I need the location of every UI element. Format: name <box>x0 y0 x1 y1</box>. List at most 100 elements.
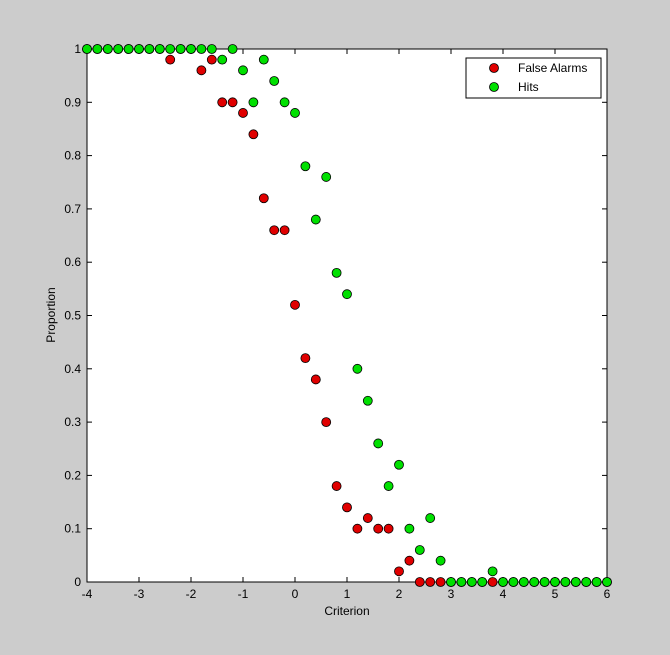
point-hits <box>550 577 560 587</box>
point-hits <box>102 44 113 54</box>
point-false-alarms <box>238 108 248 118</box>
y-tick-label: 0.5 <box>64 309 81 323</box>
point-hits <box>591 577 602 587</box>
point-hits <box>425 513 436 523</box>
point-hits <box>238 65 248 76</box>
point-false-alarms <box>206 54 217 65</box>
x-tick-label: 5 <box>552 587 559 601</box>
legend-marker-hits <box>489 82 499 92</box>
legend-label-hits: Hits <box>518 80 539 94</box>
point-hits <box>498 577 508 587</box>
point-hits <box>217 54 228 65</box>
point-hits <box>477 577 488 587</box>
y-tick-label: 0.4 <box>64 362 81 376</box>
point-hits <box>290 108 300 118</box>
point-hits <box>227 44 238 54</box>
point-false-alarms <box>425 577 436 587</box>
point-hits <box>321 172 332 182</box>
point-false-alarms <box>487 577 498 587</box>
x-tick-label: 6 <box>604 587 611 601</box>
point-hits <box>487 566 498 577</box>
point-hits <box>258 54 269 65</box>
x-tick-label: -3 <box>134 587 145 601</box>
y-tick-label: 0.3 <box>64 415 81 429</box>
data-points <box>82 44 612 587</box>
point-false-alarms <box>279 225 290 236</box>
point-false-alarms <box>227 97 238 108</box>
point-hits <box>154 44 165 54</box>
plot-area <box>86 48 608 583</box>
point-hits <box>414 545 425 555</box>
point-false-alarms <box>394 566 404 577</box>
point-hits <box>331 267 342 278</box>
point-hits <box>394 459 404 470</box>
point-hits <box>602 577 612 587</box>
point-false-alarms <box>248 129 259 140</box>
point-hits <box>82 44 92 54</box>
point-false-alarms <box>414 577 425 587</box>
point-hits <box>466 577 477 587</box>
point-hits <box>269 76 280 86</box>
legend-box <box>465 57 602 99</box>
point-hits <box>248 97 259 108</box>
point-hits <box>92 44 103 54</box>
y-tick-label: 1 <box>74 42 81 56</box>
legend-label-false-alarms: False Alarms <box>518 61 587 75</box>
point-false-alarms <box>269 225 280 236</box>
point-hits <box>456 577 467 587</box>
point-false-alarms <box>310 374 321 385</box>
point-hits <box>300 161 311 172</box>
point-false-alarms <box>321 417 332 428</box>
point-hits <box>560 577 571 587</box>
point-false-alarms <box>373 523 384 534</box>
y-axis: 0 0.1 0.2 0.3 0.4 0.5 0.6 0.7 0.8 0.9 1 <box>64 42 607 589</box>
y-tick-label: 0.9 <box>64 95 81 109</box>
legend-marker-false-alarms <box>489 63 499 73</box>
point-hits <box>186 44 196 54</box>
x-axis-title: Criterion <box>324 604 369 618</box>
x-tick-label: 1 <box>344 587 351 601</box>
point-hits <box>123 44 134 54</box>
y-tick-label: 0 <box>74 575 81 589</box>
y-tick-label: 0.1 <box>64 522 81 536</box>
point-hits <box>529 577 540 587</box>
point-false-alarms <box>404 555 415 566</box>
x-tick-label: -4 <box>82 587 93 601</box>
x-axis: -4 -3 -2 -1 0 1 2 3 4 5 6 <box>82 49 611 601</box>
point-hits <box>134 44 144 54</box>
point-hits <box>206 44 217 54</box>
point-hits <box>539 577 550 587</box>
point-hits <box>144 44 155 54</box>
point-hits <box>279 97 290 108</box>
point-hits <box>518 577 529 587</box>
y-tick-label: 0.6 <box>64 255 81 269</box>
point-hits <box>404 523 415 534</box>
point-hits <box>342 289 352 300</box>
point-hits <box>175 44 186 54</box>
point-false-alarms <box>196 65 207 76</box>
x-tick-label: -1 <box>238 587 249 601</box>
point-false-alarms <box>331 481 342 491</box>
point-hits <box>113 44 124 54</box>
point-hits <box>373 438 384 449</box>
point-hits <box>435 555 446 566</box>
x-tick-label: -2 <box>186 587 197 601</box>
y-axis-title: Proportion <box>44 287 58 342</box>
point-hits <box>570 577 581 587</box>
point-hits <box>310 214 321 225</box>
x-tick-label: 4 <box>500 587 507 601</box>
point-false-alarms <box>258 193 269 204</box>
x-tick-label: 0 <box>292 587 299 601</box>
legend: False Alarms Hits <box>465 57 602 99</box>
point-hits <box>352 363 363 374</box>
x-tick-label: 3 <box>448 587 455 601</box>
point-false-alarms <box>290 299 300 310</box>
point-hits <box>446 577 456 587</box>
point-hits <box>362 395 373 406</box>
point-false-alarms <box>383 523 394 534</box>
point-false-alarms <box>352 523 363 534</box>
point-hits <box>165 44 176 54</box>
point-false-alarms <box>362 513 373 523</box>
point-hits <box>508 577 519 587</box>
